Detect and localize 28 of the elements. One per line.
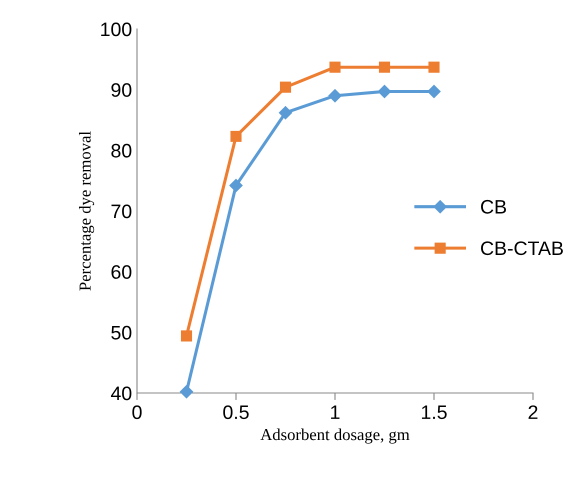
legend-label: CB-CTAB (481, 241, 563, 256)
point (230, 130, 242, 142)
y-tick-label: 100 (101, 22, 132, 36)
x-tick-label: 2 (528, 405, 538, 419)
legend-label: CB (481, 200, 506, 214)
point (280, 82, 292, 93)
y-axis-title: Percentage dye removal (78, 131, 94, 291)
x-tick-label: 1.5 (422, 406, 447, 420)
point (229, 178, 243, 192)
point (378, 62, 390, 73)
x-axis-title: Adsorbent dosage, gm (260, 428, 410, 444)
point (180, 330, 192, 342)
y-tick-label: 60 (112, 265, 132, 279)
y-tick-label: 50 (111, 326, 132, 340)
y-tick-label: 80 (111, 144, 132, 158)
point (428, 62, 440, 73)
point (180, 385, 194, 398)
x-tick-label: 0 (132, 405, 142, 420)
x-tick-label: 0.5 (223, 405, 249, 420)
point (328, 89, 342, 102)
point (427, 84, 441, 98)
point (378, 84, 392, 98)
y-tick-label: 40 (110, 386, 132, 400)
y-tick-label: 70 (112, 204, 132, 218)
x-tick-label: 1 (331, 406, 340, 419)
point (278, 106, 292, 120)
y-tick-label: 90 (111, 83, 132, 97)
point (329, 62, 341, 73)
